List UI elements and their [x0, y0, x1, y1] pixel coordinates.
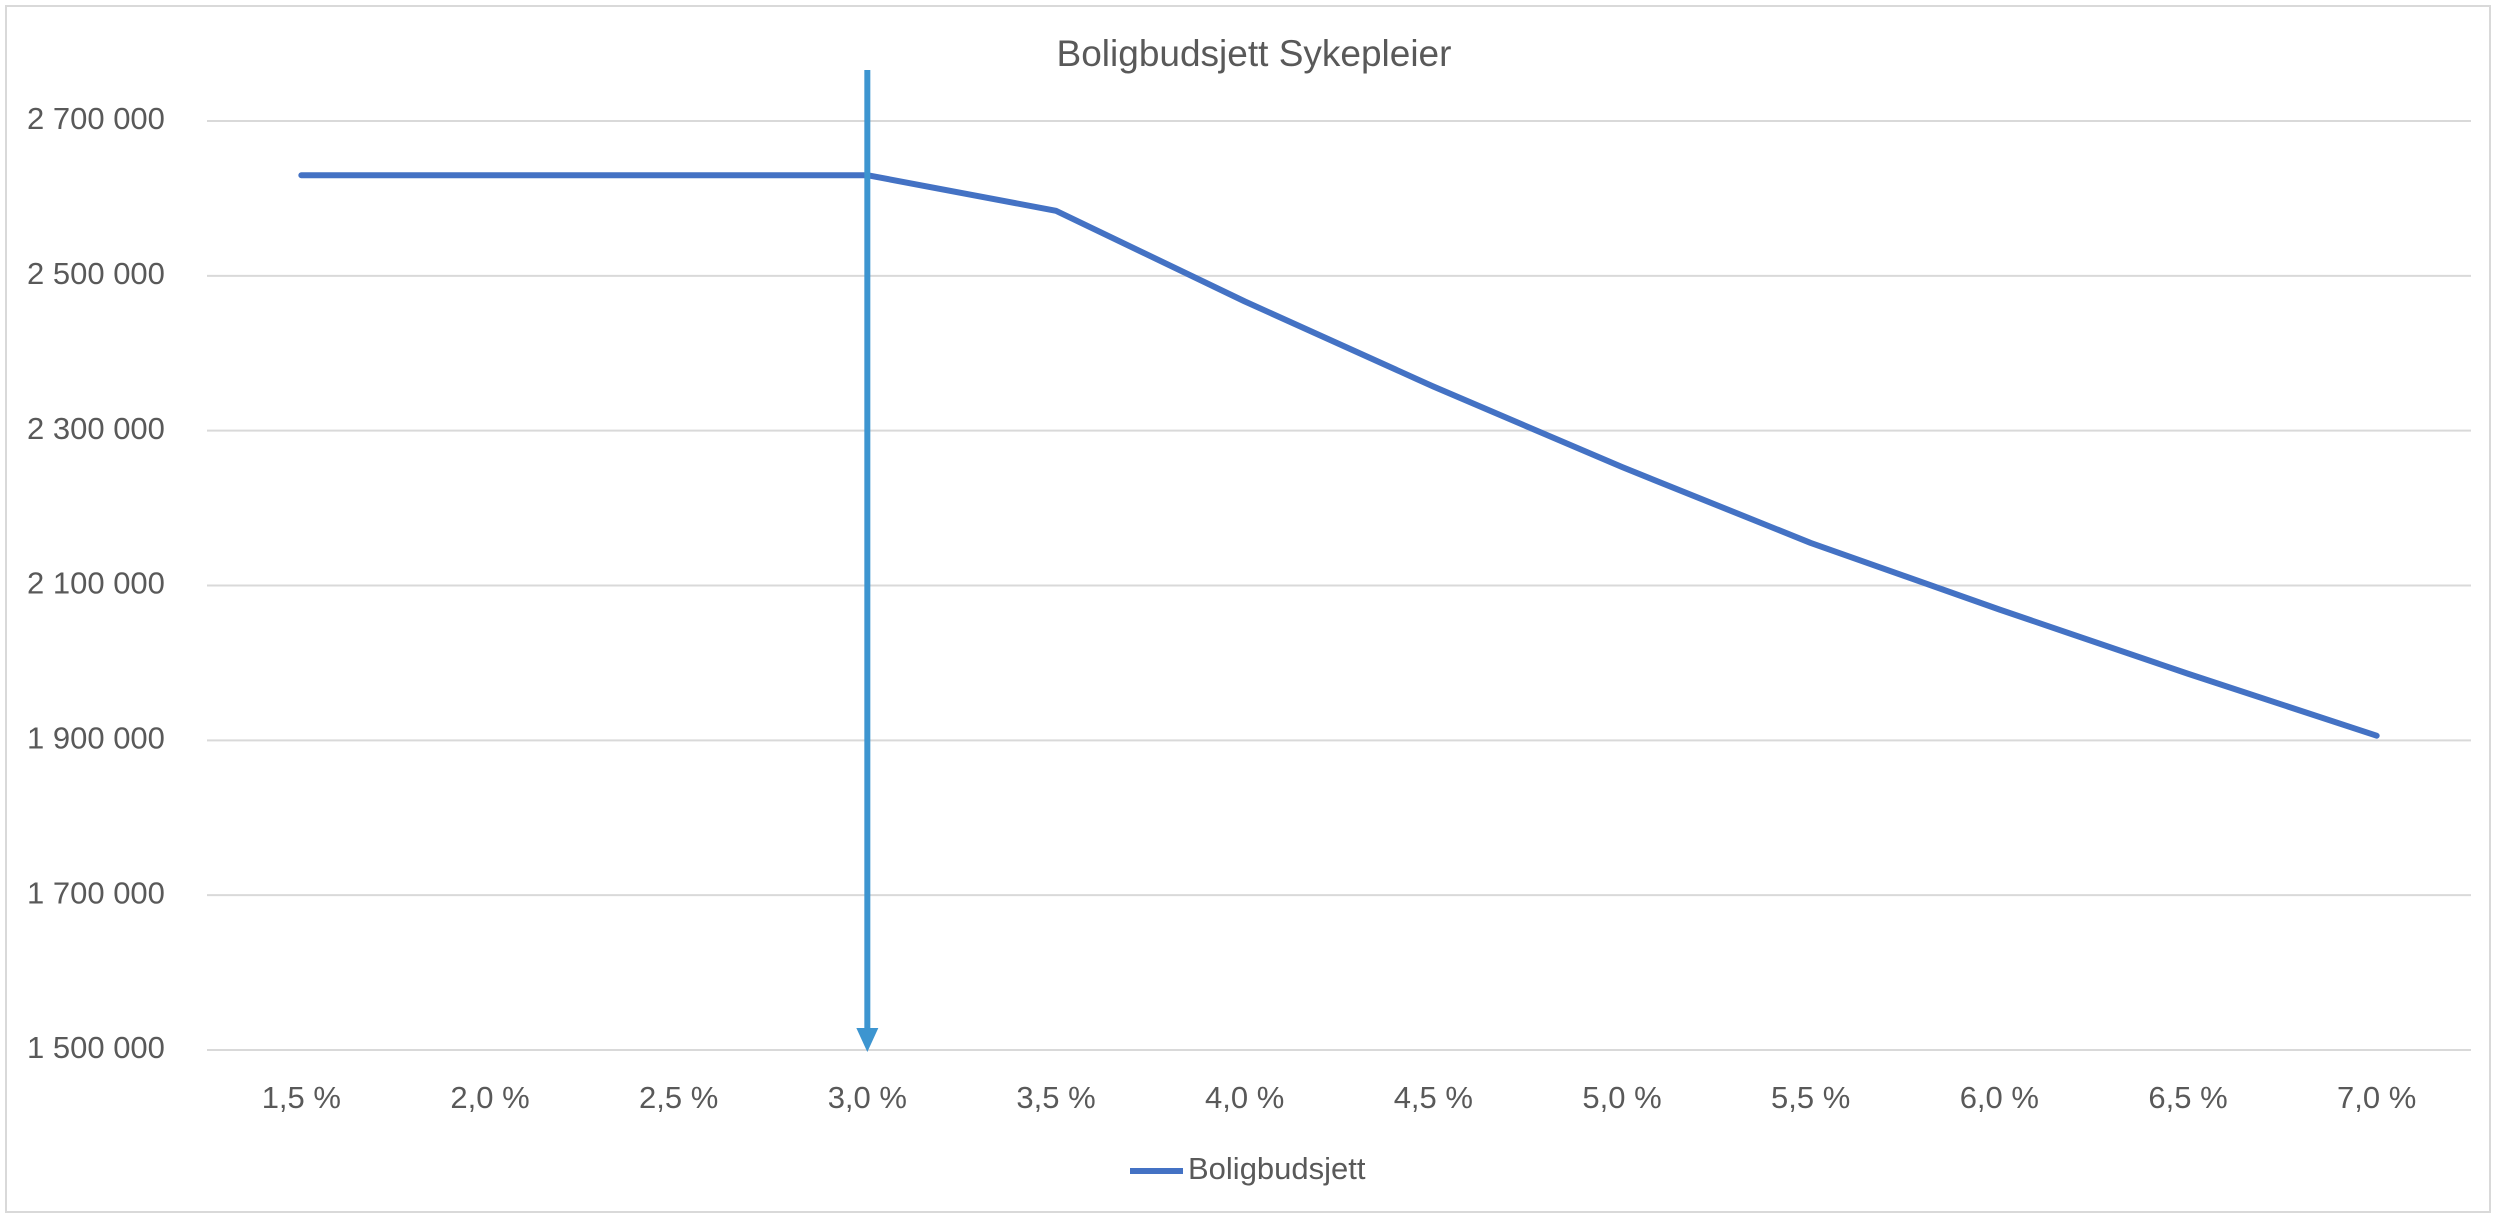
x-tick-label: 1,5 %	[262, 1080, 341, 1115]
annotation-arrowhead	[856, 1028, 879, 1052]
y-tick-label: 2 100 000	[27, 566, 165, 601]
data-line	[298, 172, 2380, 739]
y-tick-label: 1 700 000	[27, 875, 165, 910]
y-tick-label: 2 500 000	[27, 256, 165, 291]
y-tick-label: 1 500 000	[27, 1030, 165, 1065]
x-tick-label: 2,5 %	[639, 1080, 718, 1115]
x-tick-label: 5,5 %	[1771, 1080, 1850, 1115]
chart-title: Boligbudsjett Sykepleier	[1057, 33, 1452, 74]
y-tick-label: 2 300 000	[27, 411, 165, 446]
x-tick-label: 6,5 %	[2148, 1080, 2227, 1115]
x-tick-label: 5,0 %	[1582, 1080, 1661, 1115]
x-tick-label: 2,0 %	[450, 1080, 529, 1115]
legend-label: Boligbudsjett	[1188, 1151, 1366, 1186]
y-tick-label: 2 700 000	[27, 101, 165, 136]
x-tick-label: 6,0 %	[1960, 1080, 2039, 1115]
x-tick-label: 3,5 %	[1016, 1080, 1095, 1115]
x-tick-label: 4,0 %	[1205, 1080, 1284, 1115]
x-tick-label: 3,0 %	[828, 1080, 907, 1115]
x-tick-label: 4,5 %	[1394, 1080, 1473, 1115]
x-tick-label: 7,0 %	[2337, 1080, 2416, 1115]
chart-border	[5, 5, 2491, 1213]
y-tick-label: 1 900 000	[27, 721, 165, 756]
